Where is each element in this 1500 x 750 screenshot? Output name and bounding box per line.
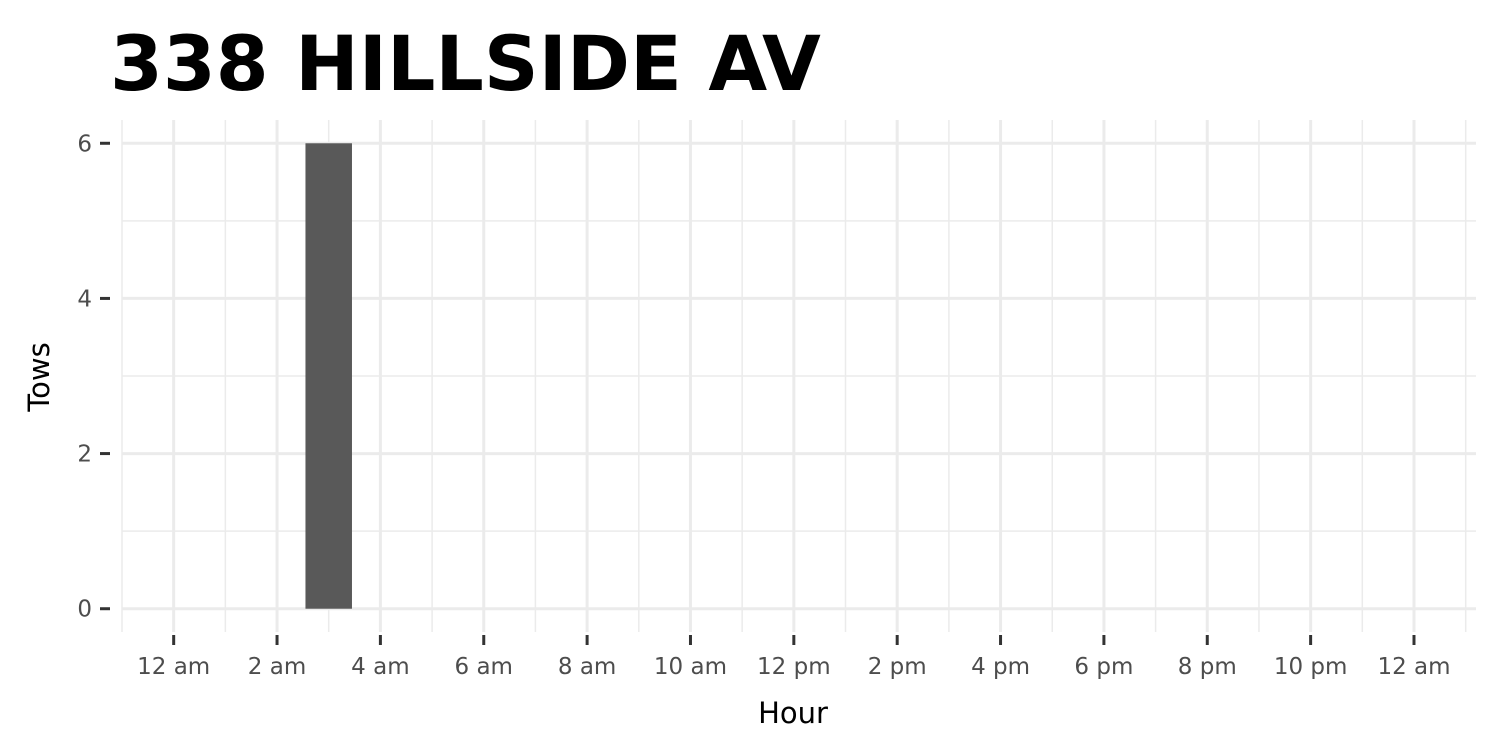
y-axis-title: Tows [22, 342, 56, 412]
x-tick-label: 4 am [351, 654, 409, 680]
y-axis: 0 2 4 6 [77, 131, 110, 623]
x-tick-label: 6 am [455, 654, 513, 680]
x-tick-label: 2 pm [868, 654, 927, 680]
chart-title: 338 HILLSIDE AV [110, 19, 821, 108]
x-tick-label: 4 pm [971, 654, 1030, 680]
x-tick-label: 6 pm [1074, 654, 1133, 680]
x-tick-label: 8 pm [1178, 654, 1237, 680]
x-tick-label: 10 pm [1274, 654, 1348, 680]
y-tick-label: 2 [77, 442, 92, 468]
x-tick-label: 10 am [654, 654, 727, 680]
x-axis: 12 am 2 am 4 am 6 am 8 am 10 am 12 pm 2 pm 4 pm 6… [137, 635, 1451, 680]
y-tick-label: 0 [77, 597, 92, 623]
x-tick-label: 12 am [137, 654, 210, 680]
bars [305, 143, 352, 609]
y-tick-label: 4 [77, 286, 92, 312]
x-tick-label: 2 am [248, 654, 306, 680]
x-axis-title: Hour [758, 696, 828, 730]
x-tick-label: 12 pm [757, 654, 831, 680]
x-tick-label: 12 am [1377, 654, 1450, 680]
y-tick-label: 6 [77, 131, 92, 157]
x-tick-label: 8 am [558, 654, 616, 680]
bar [305, 143, 352, 609]
